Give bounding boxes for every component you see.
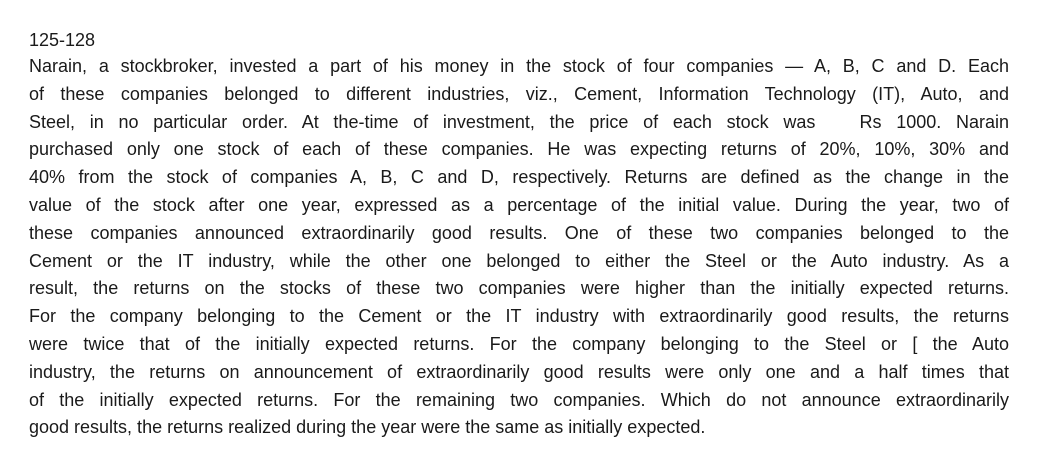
passage-line: For the company belonging to the Cement … [29,306,1009,327]
passage-line: Cement or the IT industry, while the oth… [29,250,1009,271]
passage-line: good results, the returns realized durin… [29,417,706,438]
passage-line: of these companies belonged to different… [29,83,1009,104]
passage-line: Narain, a stockbroker, invested a part o… [29,56,1009,76]
passage-line: industry, the returns on announcement of… [29,361,1009,382]
passage-line: purchased only one stock of each of thes… [29,139,1009,160]
passage-line: these companies announced extraordinaril… [29,222,1009,243]
passage-text: Narain, a stockbroker, invested a part o… [29,53,1009,442]
passage-line: of the initially expected returns. For t… [29,389,1009,410]
question-range: 125-128 [29,30,96,50]
passage-line: value of the stock after one year, expre… [29,194,1009,215]
passage-line: result, the returns on the stocks of the… [29,278,1009,299]
passage-line: 40% from the stock of companies A, B, C … [29,167,1009,188]
document-page: 125-128 Narain, a stockbroker, invested … [29,27,1009,442]
passage-line: were twice that of the initially expecte… [29,333,1009,354]
passage-line: Steel, in no particular order. At the-ti… [29,111,1009,132]
